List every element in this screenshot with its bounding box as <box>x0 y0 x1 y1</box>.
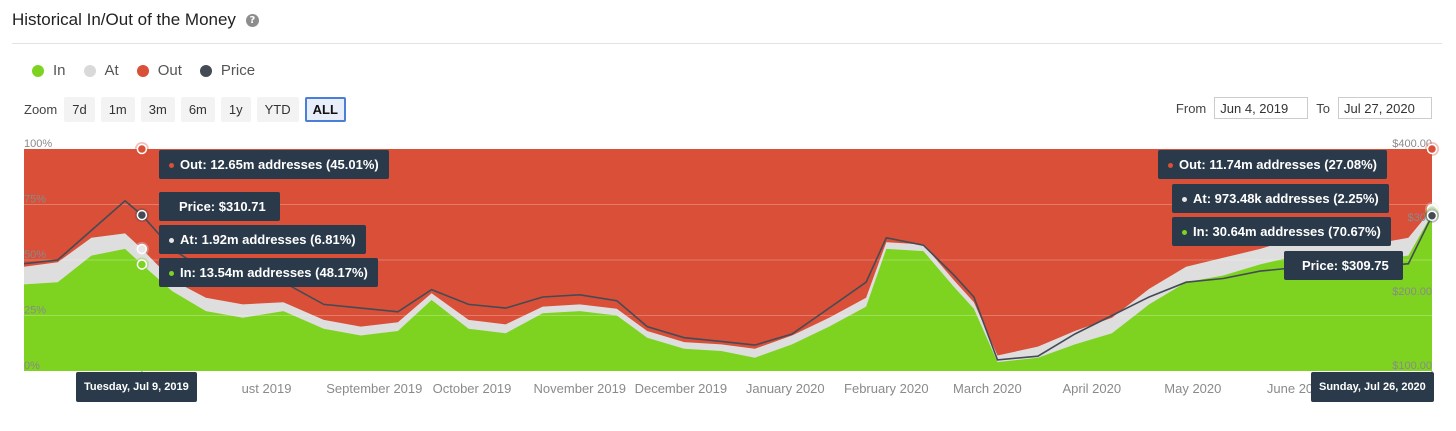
header-divider <box>12 43 1442 44</box>
x-tick-0: ust 2019 <box>242 381 292 396</box>
left-at-text: At: 1.92m addresses (6.81%) <box>180 232 356 247</box>
to-label: To <box>1316 100 1330 116</box>
left-in-tooltip: In: 13.54m addresses (48.17%) <box>159 258 378 287</box>
zoom-all-button[interactable]: ALL <box>304 97 346 122</box>
right-in-tooltip: In: 30.64m addresses (70.67%) <box>1172 217 1391 246</box>
zoom-3m-button[interactable]: 3m <box>140 97 175 122</box>
x-tick-9: May 2020 <box>1164 381 1221 396</box>
zoom-label: Zoom <box>24 102 58 117</box>
x-tick-7: March 2020 <box>953 381 1022 396</box>
legend-item-in[interactable]: In <box>32 62 66 79</box>
x-tick-8: April 2020 <box>1063 381 1122 396</box>
y-tick-right-1: $300 <box>1408 212 1432 224</box>
legend-label-in: In <box>53 62 66 79</box>
legend-label-at: At <box>104 62 119 79</box>
right-in-text: In: 30.64m addresses (70.67%) <box>1193 224 1381 239</box>
left-at-tooltip: At: 1.92m addresses (6.81%) <box>159 225 366 254</box>
x-tick-2: October 2019 <box>433 381 512 396</box>
right-price-text: Price: $309.75 <box>1302 258 1389 273</box>
zoom-1y-button[interactable]: 1y <box>220 97 251 122</box>
in-area <box>24 214 1432 371</box>
left-at-marker <box>136 243 148 255</box>
legend-dot-out <box>136 64 149 77</box>
legend-label-price: Price <box>220 62 256 79</box>
y-tick-left-2: 50% <box>24 249 46 261</box>
x-tick-3: November 2019 <box>534 381 627 396</box>
legend-item-out[interactable]: Out <box>136 62 182 79</box>
legend-dot-in <box>32 64 44 77</box>
y-tick-left-3: 25% <box>24 305 46 317</box>
legend-item-at[interactable]: At <box>83 62 119 79</box>
right-date-text: Sunday, Jul 26, 2020 <box>1319 381 1426 393</box>
legend-label-out: Out <box>157 62 182 79</box>
x-tick-1: September 2019 <box>326 381 422 396</box>
legend: In At Out Price <box>32 62 255 79</box>
x-tick-4: December 2019 <box>635 381 728 396</box>
zoom-6m-button[interactable]: 6m <box>180 97 215 122</box>
right-date-tooltip: Sunday, Jul 26, 2020 <box>1311 372 1434 402</box>
date-range: From To <box>1176 97 1432 119</box>
to-date-input[interactable] <box>1338 97 1432 119</box>
left-price-text: Price: $310.71 <box>179 199 266 214</box>
legend-dot-price <box>199 64 212 77</box>
left-out-marker <box>136 143 148 155</box>
at-area <box>24 209 1432 371</box>
y-tick-left-0: 100% <box>24 138 52 150</box>
right-at-text: At: 973.48k addresses (2.25%) <box>1193 191 1379 206</box>
legend-dot-at <box>83 64 96 77</box>
left-in-marker <box>136 259 148 270</box>
zoom-controls: Zoom 7d 1m 3m 6m 1y YTD ALL <box>24 97 352 122</box>
x-tick-5: January 2020 <box>746 381 825 396</box>
left-price-tooltip: Price: $310.71 <box>159 192 280 221</box>
right-out-marker <box>1426 143 1438 155</box>
left-out-tooltip: Out: 12.65m addresses (45.01%) <box>159 150 389 179</box>
left-date-tooltip: Tuesday, Jul 9, 2019 <box>76 372 197 402</box>
y-tick-right-3: $100.00 <box>1392 360 1432 372</box>
from-date-input[interactable] <box>1214 97 1309 119</box>
page-title: Historical In/Out of the Money <box>12 10 236 29</box>
left-in-text: In: 13.54m addresses (48.17%) <box>180 265 368 280</box>
y-tick-right-0: $400.00 <box>1392 138 1432 150</box>
left-date-text: Tuesday, Jul 9, 2019 <box>84 381 189 393</box>
right-out-tooltip: Out: 11.74m addresses (27.08%) <box>1158 150 1387 179</box>
right-at-tooltip: At: 973.48k addresses (2.25%) <box>1172 184 1389 213</box>
from-label: From <box>1175 100 1207 116</box>
x-tick-6: February 2020 <box>844 381 929 396</box>
right-price-marker <box>1426 210 1438 222</box>
y-tick-right-2: $200.00 <box>1392 286 1432 298</box>
zoom-1m-button[interactable]: 1m <box>100 97 135 122</box>
y-tick-left-4: 0% <box>24 360 40 372</box>
y-tick-left-1: 75% <box>24 194 46 206</box>
right-out-text: Out: 11.74m addresses (27.08%) <box>1179 157 1377 172</box>
left-out-text: Out: 12.65m addresses (45.01%) <box>180 157 379 172</box>
help-icon[interactable]: ? <box>245 13 259 27</box>
zoom-ytd-button[interactable]: YTD <box>256 97 299 122</box>
chart-header: Historical In/Out of the Money ? <box>12 10 259 30</box>
left-price-marker <box>136 209 148 221</box>
zoom-7d-button[interactable]: 7d <box>64 97 95 122</box>
legend-item-price[interactable]: Price <box>199 62 256 79</box>
right-price-tooltip: Price: $309.75 <box>1284 251 1403 280</box>
